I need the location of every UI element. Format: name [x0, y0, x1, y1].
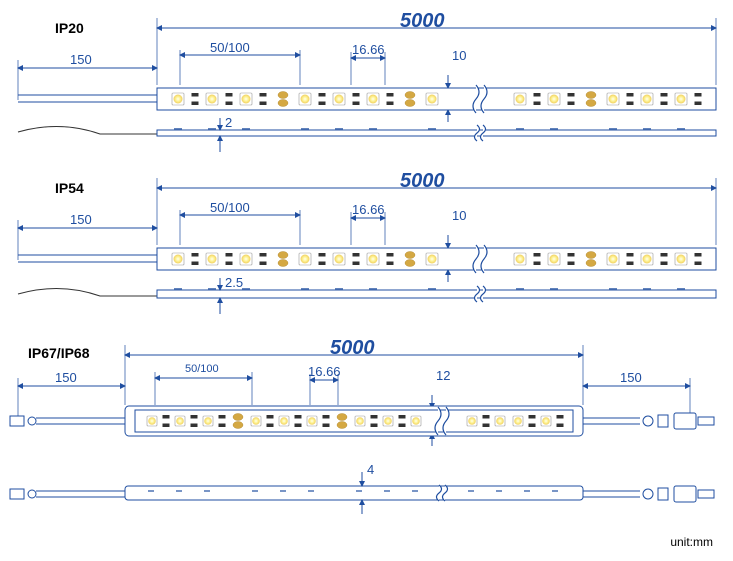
dim-10-ip54: 10: [452, 208, 466, 223]
section-ip54: [18, 178, 716, 314]
dim-2-ip20: 2: [225, 115, 232, 130]
dim-5000-ip54: 5000: [400, 170, 445, 193]
dim-5000-ip67: 5000: [330, 337, 375, 360]
dim-12-ip67: 12: [436, 368, 450, 383]
dim-4-ip67: 4: [367, 462, 374, 477]
dim-10-ip20: 10: [452, 48, 466, 63]
dim-1666-ip54: 16.66: [352, 202, 385, 217]
dim-50-100-ip67: 50/100: [185, 363, 219, 375]
dim-150l-ip67: 150: [55, 370, 77, 385]
dim-50-100-ip20: 50/100: [210, 40, 250, 55]
dim-150-ip20: 150: [70, 52, 92, 67]
dim-2.5-ip54: 2.5: [225, 275, 243, 290]
dim-50-100-ip54: 50/100: [210, 200, 250, 215]
label-ip54: IP54: [55, 180, 84, 196]
label-ip67ip68: IP67/IP68: [28, 345, 90, 361]
dim-5000-ip20: 5000: [400, 10, 445, 33]
dim-1666-ip20: 16.66: [352, 42, 385, 57]
unit-label: unit:mm: [670, 535, 713, 549]
section-ip67-ip68: [10, 345, 714, 514]
dim-150r-ip67: 150: [620, 370, 642, 385]
led-strip-dimensions-diagram: IP20 IP54 IP67/IP68 5000 150 50/100 16.6…: [0, 0, 733, 561]
dim-1666-ip67: 16.66: [308, 364, 341, 379]
section-ip20: [18, 18, 716, 152]
dim-150-ip54: 150: [70, 212, 92, 227]
label-ip20: IP20: [55, 20, 84, 36]
